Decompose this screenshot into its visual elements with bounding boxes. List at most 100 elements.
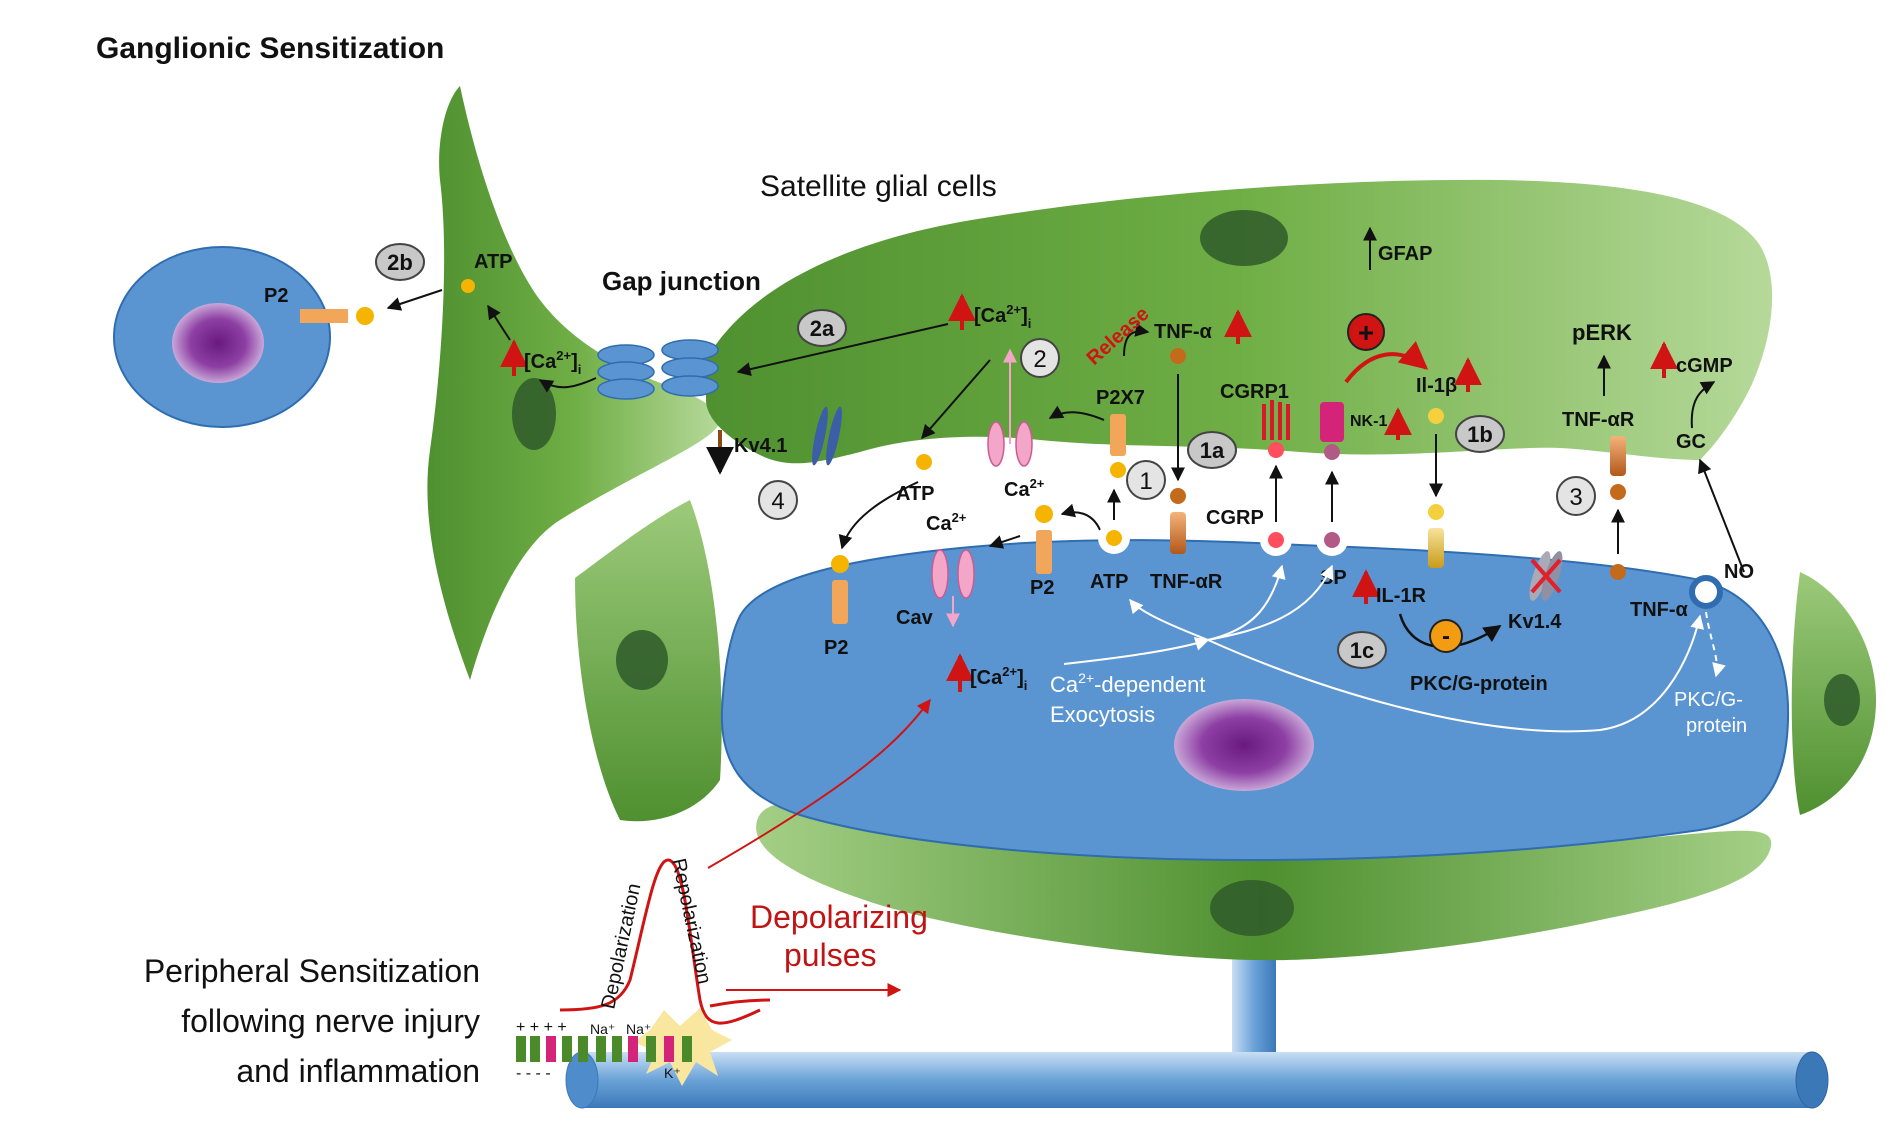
perk-label: pERK — [1572, 320, 1632, 345]
svg-text:3: 3 — [1569, 484, 1582, 511]
svg-text:1: 1 — [1139, 468, 1152, 495]
ca-i-glia: [Ca2+]i — [974, 302, 1031, 331]
gap-junction — [597, 339, 719, 400]
tnf-dot — [1610, 484, 1626, 500]
pkc-g-protein-label: PKC/G-protein — [1410, 673, 1548, 695]
arrow-no-to-gc — [1698, 458, 1745, 573]
p2-receptor — [832, 580, 848, 624]
arrow-p2x7-to-tnf — [1123, 323, 1150, 357]
atp-label-left-glia: ATP — [474, 251, 513, 273]
arrow-ca-to-atp — [487, 304, 511, 341]
plus-badge: + — [1347, 313, 1385, 351]
diagram-title: Ganglionic Sensitization — [96, 32, 444, 65]
arrow-nk1-to-il1b — [1344, 341, 1429, 384]
p2x7-label: P2X7 — [1096, 387, 1145, 409]
p2-label-neuron-left: P2 — [824, 637, 848, 659]
glial-cell-right-small — [1791, 572, 1876, 815]
cgrp1-receptor — [1262, 400, 1290, 440]
plus-signs: + + + + — [516, 1019, 567, 1036]
ca-label-neuron: Ca2+ — [926, 510, 967, 535]
cgrp-dot — [1268, 442, 1284, 458]
tnf-ar-glia-label: TNF-αR — [1562, 409, 1635, 431]
kv41-label: Kv4.1 — [734, 435, 787, 457]
tnf-ar-receptor-glia — [1610, 436, 1626, 476]
cgrp-label: CGRP — [1206, 507, 1264, 529]
exocytosis-line-2: Exocytosis — [1050, 702, 1155, 727]
svg-text:1c: 1c — [1350, 638, 1374, 663]
atp-dot — [1035, 505, 1053, 523]
nk1-receptor — [1320, 402, 1344, 442]
ca-label-glia: Ca2+ — [1004, 476, 1045, 501]
pkc-g-split-2: protein — [1686, 715, 1747, 737]
gfap-label: GFAP — [1378, 243, 1432, 265]
minus-signs: - - - - — [516, 1065, 551, 1082]
il1b-dot — [1428, 408, 1444, 424]
tnf-ar-neuron-label: TNF-αR — [1150, 571, 1223, 593]
arrow-gc-to-cgmp — [1690, 381, 1716, 429]
na-plus-2: Na⁺ — [626, 1021, 651, 1037]
cgmp-label: cGMP — [1676, 355, 1733, 377]
pkc-g-split-1: PKC/G- — [1674, 689, 1743, 711]
svg-text:2: 2 — [1033, 346, 1046, 373]
peripheral-line-3: and inflammation — [236, 1053, 480, 1089]
badge-2b: 2b — [375, 243, 425, 281]
atp-vesicle-neuron — [1098, 522, 1130, 554]
arrow-atp-to-p2 — [386, 289, 443, 311]
tnf-dot — [1170, 348, 1186, 364]
minus-badge: - — [1429, 619, 1463, 653]
atp-dot — [356, 307, 374, 325]
p2-label-neuron-right: P2 — [1030, 577, 1054, 599]
tnf-ar-receptor-neuron — [1170, 512, 1186, 554]
p2x7-receptor — [1110, 414, 1126, 456]
il1b-label: Il-1β — [1416, 375, 1457, 397]
badge-1a: 1a — [1187, 431, 1237, 469]
no-vesicle — [1689, 575, 1723, 609]
atp-dot — [831, 555, 849, 573]
k-plus: K⁺ — [664, 1065, 681, 1081]
peripheral-line-2: following nerve injury — [181, 1003, 480, 1039]
il1r-label: IL-1R — [1376, 585, 1427, 607]
ca-i-neuron: [Ca2+]i — [970, 664, 1027, 693]
peripheral-line-1: Peripheral Sensitization — [144, 953, 480, 989]
exocytosis-line-1: Ca2+-dependent — [1050, 670, 1205, 697]
cav-label: Cav — [896, 607, 934, 629]
svg-text:2a: 2a — [810, 316, 835, 341]
kv41-channel — [812, 406, 842, 466]
svg-text:-: - — [1442, 623, 1450, 650]
exocytosis-flows — [1063, 564, 1705, 733]
neuron-main — [720, 539, 1790, 862]
tnf-dot — [1610, 564, 1626, 580]
pulses-label-2: pulses — [784, 937, 877, 973]
atp-label-glia: ATP — [896, 483, 935, 505]
badge-circle-3: 3 — [1556, 476, 1596, 516]
badge-circle-4: 4 — [758, 480, 798, 520]
arrow-atp-to-p2 — [838, 481, 919, 550]
p2-label-left: P2 — [264, 285, 288, 307]
p2-receptor — [1036, 530, 1052, 574]
axon-channels — [516, 1036, 692, 1062]
glial-cell-left-top — [427, 86, 720, 680]
atp-label-neuron: ATP — [1090, 571, 1129, 593]
svg-text:1a: 1a — [1200, 438, 1225, 463]
ca-channel-glia — [987, 421, 1033, 467]
nk1-label: NK-1 — [1350, 413, 1387, 430]
svg-text:2b: 2b — [387, 250, 413, 275]
badge-circle-1: 1 — [1126, 460, 1166, 500]
atp-dot — [1110, 462, 1126, 478]
svg-text:4: 4 — [771, 488, 784, 515]
arrow-no-to-pkc — [1705, 611, 1726, 678]
glial-cell-left-small — [575, 500, 722, 822]
arrow-to-atp-release — [921, 359, 991, 440]
pulses-label-1: Depolarizing — [750, 899, 928, 935]
gap-junction-label: Gap junction — [602, 266, 761, 296]
ca-i-left: [Ca2+]i — [524, 348, 581, 377]
axon — [565, 825, 1829, 1109]
cav-channel — [931, 549, 975, 599]
tnf-dot — [1170, 488, 1186, 504]
arrow-atp-to-p2 — [1060, 503, 1101, 531]
atp-vesicle-glia — [908, 446, 940, 478]
satellite-label: Satellite glial cells — [760, 170, 997, 203]
badge-1b: 1b — [1455, 415, 1505, 453]
gc-label: GC — [1676, 431, 1706, 453]
